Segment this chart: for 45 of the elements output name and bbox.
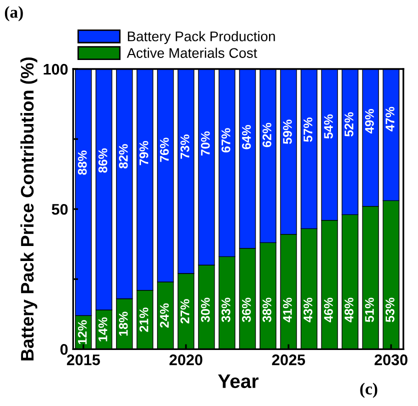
data-label: 43% bbox=[304, 298, 312, 322]
data-label: 52% bbox=[344, 112, 354, 136]
data-label: 33% bbox=[221, 298, 230, 322]
text: (a) bbox=[4, 6, 23, 22]
data-label: 27% bbox=[180, 299, 190, 324]
data-label: 49% bbox=[365, 109, 374, 134]
legend-label: Battery Pack Production bbox=[128, 31, 275, 44]
data-label: 24% bbox=[160, 303, 169, 328]
data-label: 76% bbox=[160, 138, 169, 162]
y-axis-title: Battery Pack Price Contribution (%) bbox=[20, 57, 38, 360]
data-label: 21% bbox=[139, 308, 148, 332]
data-label: 64% bbox=[242, 124, 251, 150]
data-label: 73% bbox=[180, 134, 190, 159]
x-tick-label: 2025 bbox=[272, 354, 306, 366]
data-label: 18% bbox=[118, 312, 128, 336]
data-label: 67% bbox=[221, 128, 230, 152]
data-label: 36% bbox=[242, 298, 251, 322]
y-tick-label: 100 bbox=[44, 64, 68, 75]
data-label: 57% bbox=[304, 118, 312, 142]
data-label: 12% bbox=[78, 320, 87, 344]
data-label: 46% bbox=[324, 298, 333, 322]
data-label: 79% bbox=[139, 140, 148, 166]
data-label: 30% bbox=[200, 298, 210, 322]
data-label: 53% bbox=[386, 298, 394, 322]
data-label: 48% bbox=[344, 298, 354, 322]
data-label: 41% bbox=[283, 298, 292, 322]
y-tick-label: 0 bbox=[60, 344, 68, 355]
text: (c) bbox=[360, 382, 378, 398]
data-label: 51% bbox=[365, 298, 374, 322]
x-axis-title: Year bbox=[218, 374, 259, 388]
legend-label: Active Materials Cost bbox=[126, 48, 258, 58]
x-tick-label: 2020 bbox=[169, 354, 202, 366]
data-label: 70% bbox=[200, 131, 210, 156]
data-label: 54% bbox=[324, 114, 333, 139]
data-label: 38% bbox=[262, 298, 272, 322]
data-label: 14% bbox=[98, 317, 108, 342]
y-tick-label: 50 bbox=[52, 204, 68, 215]
x-tick-label: 2030 bbox=[374, 354, 408, 366]
data-label: 59% bbox=[283, 120, 292, 144]
data-label: 88% bbox=[78, 150, 87, 175]
data-label: 62% bbox=[262, 122, 272, 148]
data-label: 47% bbox=[386, 106, 394, 132]
data-label: 82% bbox=[118, 144, 128, 168]
x-tick-label: 2015 bbox=[66, 354, 100, 366]
data-label: 86% bbox=[98, 148, 108, 173]
